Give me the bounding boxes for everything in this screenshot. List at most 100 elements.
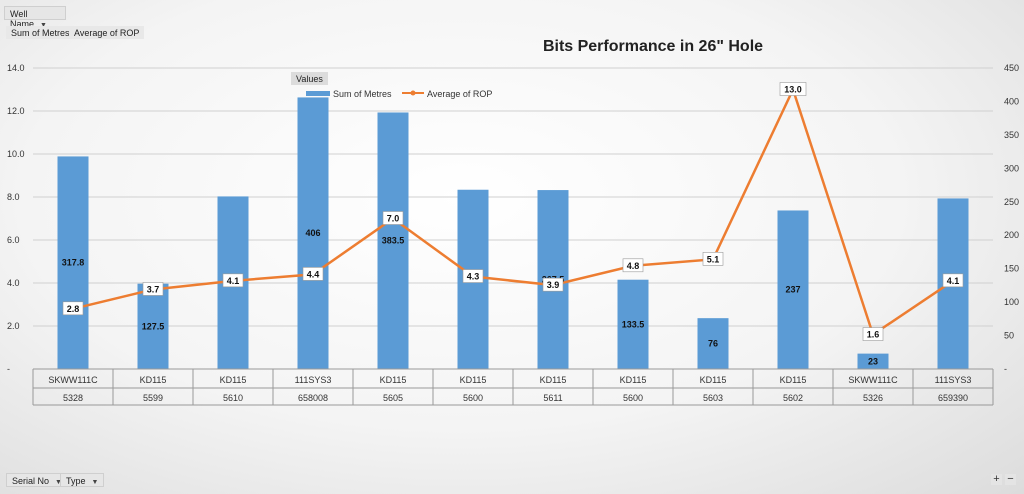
y-left-tick-label: -: [7, 364, 10, 374]
y-left-tick-label: 2.0: [7, 321, 20, 331]
legend-marker-average-of-rop: [410, 90, 416, 96]
rop-data-label: 3.9: [547, 280, 560, 290]
type-filter[interactable]: Type ▼: [60, 473, 105, 487]
bar-sum-of-metres: [697, 318, 729, 369]
chart-legend: Sum of Metres Average of ROP: [306, 89, 492, 99]
x-tick-label-serial: 5603: [703, 393, 723, 403]
y-right-tick-label: 400: [1004, 96, 1019, 106]
bar-sum-of-metres: [857, 353, 889, 369]
rop-label-box: [462, 269, 484, 283]
x-tick-label-well: KD115: [220, 375, 247, 385]
legend-swatch-sum-of-metres: [306, 91, 330, 96]
x-tick-label-well: 111SYS3: [935, 375, 972, 385]
x-tick-label-serial: 5610: [223, 393, 243, 403]
line-average-of-rop: [72, 86, 954, 337]
rop-data-label: 13.0: [784, 85, 802, 95]
y-right-tick-label: 150: [1004, 264, 1019, 274]
rop-data-label: 2.8: [67, 304, 80, 314]
sum-of-metres-field-label: Sum of Metres: [11, 28, 70, 38]
x-tick-label-well: KD115: [140, 375, 167, 385]
bar-sum-of-metres: [137, 283, 169, 369]
rop-label-box: [62, 301, 84, 316]
bar-data-label: 406: [305, 228, 320, 238]
x-tick-label-serial: 5600: [463, 393, 483, 403]
y-right-tick-label: 450: [1004, 63, 1019, 73]
x-tick-label-well: KD115: [540, 375, 567, 385]
y-left-tick-label: 8.0: [7, 192, 20, 202]
dropdown-arrow-icon: ▼: [40, 22, 47, 29]
legend-label-sum-of-metres: Sum of Metres: [333, 89, 392, 99]
y-left-tick-label: 14.0: [7, 63, 25, 73]
rop-data-label: 4.4: [307, 269, 320, 279]
x-tick-label-serial: 5326: [863, 393, 883, 403]
rop-data-label: 3.7: [147, 284, 160, 294]
rop-label-box: [382, 211, 404, 225]
y-right-tick-label: 250: [1004, 197, 1019, 207]
bar-sum-of-metres: [297, 97, 329, 369]
x-tick-label-serial: 5611: [543, 393, 562, 403]
rop-label-box: [702, 252, 724, 266]
serial-no-filter[interactable]: Serial No ▼: [6, 473, 68, 487]
x-tick-label-serial: 5328: [63, 393, 83, 403]
rop-label-box: [142, 282, 164, 296]
bar-sum-of-metres: [617, 279, 649, 369]
rop-data-label: 4.8: [627, 261, 640, 271]
y-right-tick-label: 100: [1004, 297, 1019, 307]
serial-no-label: Serial No: [12, 476, 50, 486]
average-of-rop-field-button[interactable]: Average of ROP: [69, 26, 145, 39]
x-tick-label-serial: 5602: [783, 393, 803, 403]
sum-of-metres-field-button[interactable]: Sum of Metres: [6, 26, 75, 39]
zoom-controls: + −: [988, 473, 1016, 485]
x-tick-label-serial: 5599: [143, 393, 163, 403]
bar-data-label: 76: [708, 339, 718, 349]
x-tick-label-well: KD115: [620, 375, 647, 385]
average-of-rop-field-label: Average of ROP: [74, 28, 140, 38]
y-right-tick-label: 350: [1004, 130, 1019, 140]
zoom-in-button[interactable]: +: [991, 474, 1002, 485]
rop-data-label: 5.1: [707, 254, 720, 264]
bar-data-label: 317.8: [62, 258, 85, 268]
values-field-button[interactable]: Values: [291, 72, 328, 85]
x-tick-label-well: KD115: [460, 375, 487, 385]
x-tick-label-well: KD115: [700, 375, 727, 385]
type-label: Type: [66, 476, 86, 486]
x-tick-label-serial: 5600: [623, 393, 643, 403]
bar-data-label: 383.5: [382, 236, 405, 246]
x-tick-label-serial: 5605: [383, 393, 403, 403]
rop-label-box: [222, 273, 244, 288]
well-name-filter[interactable]: Well Name ▼: [4, 6, 66, 29]
chart-title: Bits Performance in 26" Hole: [543, 38, 763, 55]
x-tick-label-well: SKWW111C: [48, 375, 98, 385]
y-left-tick-label: 10.0: [7, 149, 25, 159]
y-left-tick-label: 4.0: [7, 278, 20, 288]
rop-label-box: [779, 82, 807, 96]
x-tick-label-serial: 658008: [298, 393, 328, 403]
x-tick-label-well: KD115: [780, 375, 807, 385]
x-tick-label-well: KD115: [380, 375, 407, 385]
y-left-tick-label: 6.0: [7, 235, 20, 245]
rop-data-label: 4.3: [467, 272, 480, 282]
bar-data-label: 133.5: [622, 319, 645, 329]
y-right-tick-label: 50: [1004, 331, 1014, 341]
bar-data-label: 237: [785, 285, 800, 295]
rop-label-box: [622, 258, 644, 273]
bar-sum-of-metres: [57, 156, 89, 369]
rop-data-label: 1.6: [867, 330, 880, 340]
rop-data-label: 7.0: [387, 214, 400, 224]
values-field-label: Values: [296, 74, 323, 84]
y-left-tick-label: 12.0: [7, 106, 25, 116]
dropdown-arrow-icon: ▼: [55, 479, 62, 486]
dropdown-arrow-icon: ▼: [91, 479, 99, 486]
well-name-label: Well Name: [10, 9, 35, 29]
rop-label-box: [862, 327, 884, 341]
bar-sum-of-metres: [777, 210, 809, 369]
rop-data-label: 4.1: [947, 276, 960, 286]
y-right-tick-label: 200: [1004, 230, 1019, 240]
y-right-tick-label: -: [1004, 364, 1007, 374]
bar-data-label: 23: [868, 356, 878, 366]
x-tick-label-serial: 659390: [938, 393, 968, 403]
zoom-out-button[interactable]: −: [1005, 474, 1016, 485]
x-tick-label-well: 111SYS3: [295, 375, 332, 385]
bar-sum-of-metres: [377, 112, 409, 369]
